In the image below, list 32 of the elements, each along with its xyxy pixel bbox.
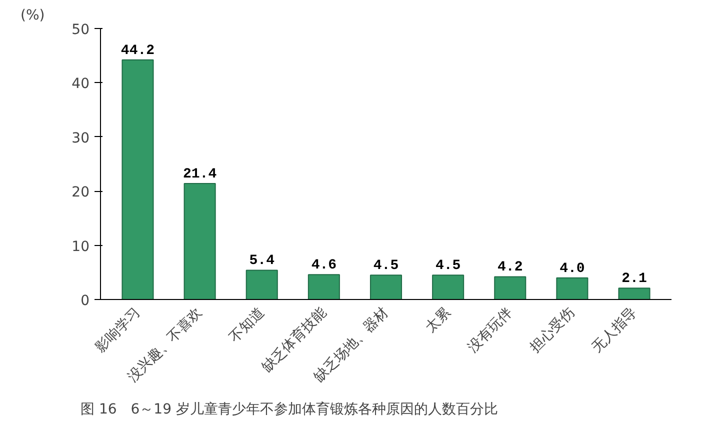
bar [432,274,464,300]
y-tick-label: 30 [72,130,90,146]
data-label: 2.1 [622,271,647,288]
y-tick-label: 20 [72,184,90,201]
x-tick-label: 无人指导 [589,304,640,356]
x-tick-label: 没有玩伴 [464,304,516,356]
data-label: 21.4 [183,166,217,183]
y-axis-title: (%) [20,8,45,24]
bar [246,270,278,300]
data-label: 4.2 [498,260,523,276]
bar [308,274,340,300]
data-label: 4.5 [435,258,461,274]
bar [122,59,154,300]
bar [494,276,526,300]
bar [370,274,402,300]
x-tick-label: 影响学习 [92,304,144,356]
y-tick-label: 50 [72,22,90,38]
data-label: 4.5 [373,258,399,274]
x-tick-label: 太累 [422,304,454,336]
y-tick-label: 40 [72,76,90,92]
y-tick-label: 0 [80,293,90,309]
data-label: 5.4 [249,253,274,270]
bar [618,288,650,300]
data-label: 4.0 [560,260,585,277]
y-tick-label: 10 [72,238,90,255]
text: 图 16 6～19 岁儿童青少年不参加体育锻炼各种原因的人数百分比 [80,400,498,418]
data-label: 4.6 [311,258,337,274]
x-tick-label: 不知道 [226,304,268,346]
bar [556,277,588,300]
data-label: 44.2 [120,42,155,59]
x-tick-label: 担心受伤 [526,304,578,356]
bar [184,183,216,300]
